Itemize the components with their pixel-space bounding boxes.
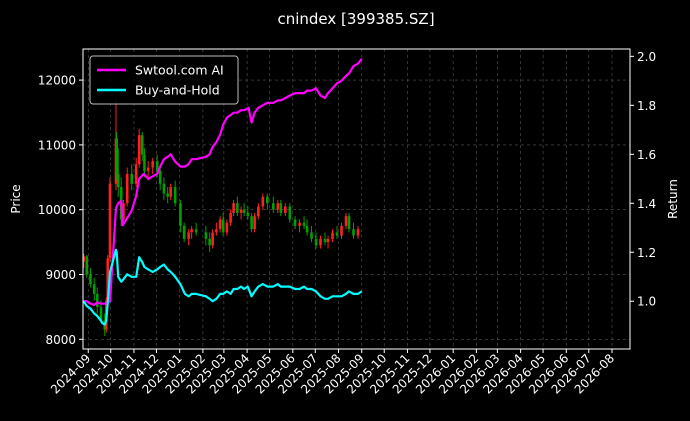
- plot-frame: [82, 48, 631, 350]
- candle-body: [331, 232, 334, 239]
- candle-body: [236, 203, 239, 213]
- y2-axis-label: Return: [666, 179, 680, 219]
- candle-body: [218, 219, 222, 230]
- candle-body: [125, 174, 129, 204]
- legend-label-swtool: Swtool.com AI: [135, 63, 224, 78]
- candle-body: [106, 258, 110, 301]
- candle-body: [266, 196, 269, 204]
- candle-body: [169, 187, 172, 197]
- candle-body: [146, 167, 150, 171]
- candle-body: [284, 206, 287, 213]
- candle-body: [204, 232, 208, 239]
- candle-body: [162, 183, 166, 194]
- candle-body: [215, 229, 218, 233]
- candle-body: [208, 238, 211, 246]
- y2-tick-label: 1.6: [637, 148, 656, 162]
- candle-body: [158, 170, 162, 184]
- y2-tick-label: 1.4: [637, 197, 656, 211]
- candle-body: [116, 174, 120, 188]
- y-axis-right: 1.0 1.2 1.4 1.6 1.8 2.0: [630, 50, 656, 309]
- candle-body: [82, 256, 86, 262]
- candle-body: [143, 154, 146, 171]
- candle-body: [95, 293, 99, 307]
- candle-body: [173, 187, 177, 204]
- y-tick-label: 10000: [38, 203, 76, 217]
- candle-body: [298, 222, 301, 226]
- candle-body: [310, 232, 313, 239]
- candle-body: [229, 212, 232, 223]
- candle-body: [344, 216, 348, 226]
- candle-body: [276, 203, 280, 210]
- candle-body: [242, 209, 246, 213]
- candle-body: [232, 203, 235, 213]
- candle-body: [115, 138, 119, 175]
- candle-body: [225, 222, 229, 233]
- candle-body: [179, 203, 182, 226]
- series-line-swtool-com-ai: [83, 58, 363, 306]
- candle-body: [352, 229, 355, 236]
- candle-body: [319, 238, 322, 246]
- candle-body: [166, 193, 169, 197]
- candle-body: [137, 135, 141, 165]
- y2-tick-label: 1.8: [637, 99, 656, 113]
- candle-body: [221, 219, 225, 233]
- candle-body: [194, 229, 198, 233]
- candle-body: [92, 284, 96, 294]
- y-axis-left: 8000 9000 10000 11000 12000: [38, 74, 83, 347]
- candle-body: [99, 306, 103, 320]
- y-tick-label: 11000: [38, 138, 76, 152]
- candle-body: [261, 196, 265, 207]
- series-lines: [82, 58, 363, 326]
- candle-body: [151, 161, 154, 168]
- candle-body: [85, 256, 89, 275]
- legend-label-buy-and-hold: Buy-and-Hold: [135, 83, 220, 98]
- candle-body: [288, 206, 292, 220]
- candle-body: [314, 238, 318, 246]
- candle-body: [253, 216, 256, 230]
- candle-body: [89, 274, 92, 285]
- candle-body: [190, 229, 193, 233]
- candle-body: [340, 225, 343, 236]
- chart-title: cnindex [399385.SZ]: [277, 10, 434, 28]
- candle-body: [257, 206, 260, 217]
- candle-body: [182, 225, 186, 239]
- candle-body: [302, 222, 306, 226]
- candle-body: [272, 203, 275, 210]
- candle-body: [155, 161, 159, 171]
- candle-body: [134, 164, 138, 184]
- candle-body: [140, 135, 144, 155]
- candle-body: [323, 238, 327, 243]
- candle-body: [130, 174, 134, 184]
- candle-body: [347, 216, 351, 230]
- y-axis-label: Price: [9, 184, 23, 213]
- candle-body: [293, 219, 297, 226]
- y-tick-label: 9000: [45, 268, 76, 282]
- y-tick-label: 12000: [38, 74, 76, 88]
- candle-body: [239, 209, 243, 213]
- candle-body: [356, 229, 360, 236]
- candle-body: [246, 212, 250, 217]
- candle-body: [108, 183, 112, 259]
- series-line-buy-and-hold: [82, 248, 363, 326]
- y2-tick-label: 1.2: [637, 246, 656, 260]
- y2-tick-label: 2.0: [637, 50, 656, 64]
- y2-tick-label: 1.0: [637, 295, 656, 309]
- candle-body: [305, 225, 309, 233]
- legend-box: [89, 55, 239, 105]
- candle-body: [250, 216, 253, 230]
- candle-body: [326, 238, 330, 243]
- candle-body: [279, 203, 283, 213]
- candle-body: [122, 203, 125, 220]
- candle-body: [187, 232, 190, 239]
- y-tick-label: 8000: [45, 333, 76, 347]
- candle-body: [211, 232, 214, 246]
- candle-body: [335, 232, 339, 236]
- legend: Swtool.com AI Buy-and-Hold: [89, 55, 239, 105]
